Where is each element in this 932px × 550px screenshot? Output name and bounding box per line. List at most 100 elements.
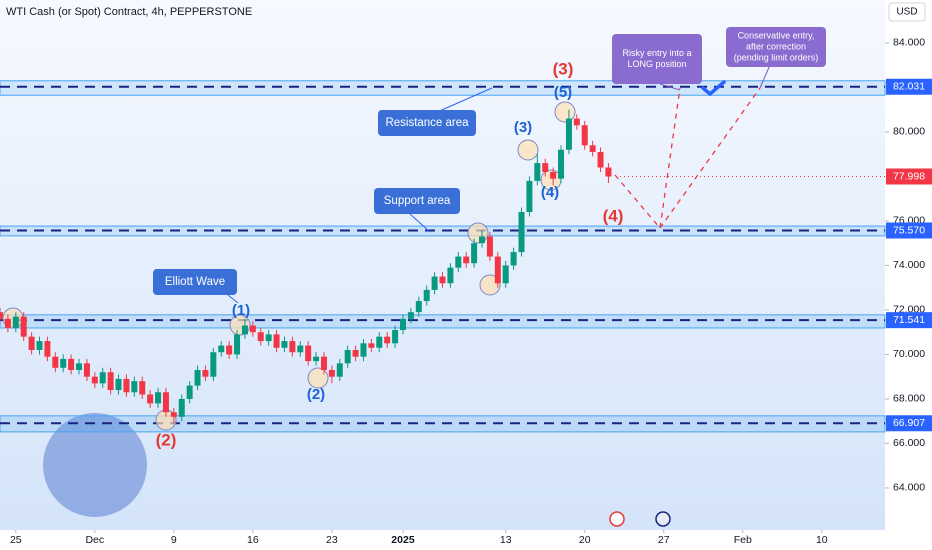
candle-body [455,256,462,268]
candle-body [123,378,130,393]
pivot-highlight [517,139,539,161]
candle-body [202,370,209,377]
note-text: Conservative entry, [738,30,815,40]
candle-body [431,276,438,290]
candle-body [447,267,454,284]
candle-body [155,392,162,404]
candle-body [439,276,446,284]
wave-label: (4) [541,184,559,201]
candle-body [60,358,67,368]
x-tick-label: 20 [579,534,591,546]
x-tick-label: 2025 [391,534,415,546]
x-tick-label: 27 [658,534,670,546]
candle-body [91,376,98,384]
candle-body [384,336,391,344]
candle-body [12,316,19,328]
zone [0,80,886,96]
candle-body [218,345,225,353]
callout [153,269,237,295]
candle-body [265,334,272,342]
candle-body [147,394,154,404]
candle-body [605,167,612,177]
candle-body [76,363,83,371]
candle-body [479,236,486,244]
pointer [409,213,431,233]
note-text: LONG position [627,59,686,69]
candle-body [28,336,35,350]
candle-body [131,381,138,393]
callout-text: Support area [384,195,451,207]
candle-body [83,363,90,377]
event-icon [609,511,625,527]
candle-body [178,398,185,417]
projection [659,87,761,229]
candle-body [139,381,146,395]
pointer [759,64,771,89]
candle-body [486,236,493,257]
candle-body [210,352,217,377]
y-tick-label: 68.000 [893,393,925,405]
wave-label: (4) [603,206,624,225]
x-tick-label: 10 [816,534,828,546]
candle-body [320,356,327,371]
candle-body [407,312,414,319]
candle-body [558,149,565,179]
candle-body [162,392,169,413]
candle-body [510,252,517,266]
price-tag-label: 82.031 [893,81,925,93]
candle-body [534,163,541,181]
candle-body [273,334,280,348]
price-tag [886,78,932,95]
candle-body [392,329,399,344]
logo [43,413,147,517]
candle-body [368,343,375,348]
candle-body [526,180,533,213]
candle-body [565,118,572,150]
note [726,27,826,67]
candle-body [550,171,557,179]
candle-body [336,363,343,377]
wave-label: (2) [307,386,325,403]
chart-title: WTI Cash (or Spot) Contract, 4h, PEPPERS… [6,6,252,18]
candle-body [360,343,367,357]
x-tick-label: 9 [171,534,177,546]
candle-body [241,325,248,335]
candle-body [52,356,59,368]
callout [374,188,460,214]
note-text: Risky entry into a [622,48,691,58]
candle-body [226,345,233,355]
candle-body [415,301,422,313]
candle-body [518,212,525,253]
price-tag-label: 66.907 [893,417,925,429]
price-tag [886,415,932,432]
callout-text: Resistance area [385,117,469,129]
candle-body [494,256,501,284]
currency-button[interactable] [888,2,926,22]
candle-body [399,318,406,330]
price-tag [886,222,932,239]
x-tick-label: Dec [85,534,104,546]
candle-body [297,345,304,353]
x-tick-label: 23 [326,534,338,546]
x-tick-label: Feb [734,534,752,546]
candle-body [36,341,43,350]
pivot-highlight [554,101,576,123]
candle-body [573,118,580,126]
x-tick-label: 16 [247,534,259,546]
candle-body [542,163,549,172]
candle-body [352,349,359,357]
y-tick-label: 64.000 [893,482,925,494]
note-text: after correction [746,41,806,51]
candle-body [257,332,264,342]
price-tag [886,312,932,329]
projection [614,87,681,230]
candle-body [107,372,114,391]
note-text: (pending limit orders) [734,52,819,62]
candle-body [234,334,241,355]
candle-body [313,356,320,362]
price-tag [886,168,932,185]
wave-label: (5) [554,84,572,101]
pivot-highlight [307,367,329,389]
